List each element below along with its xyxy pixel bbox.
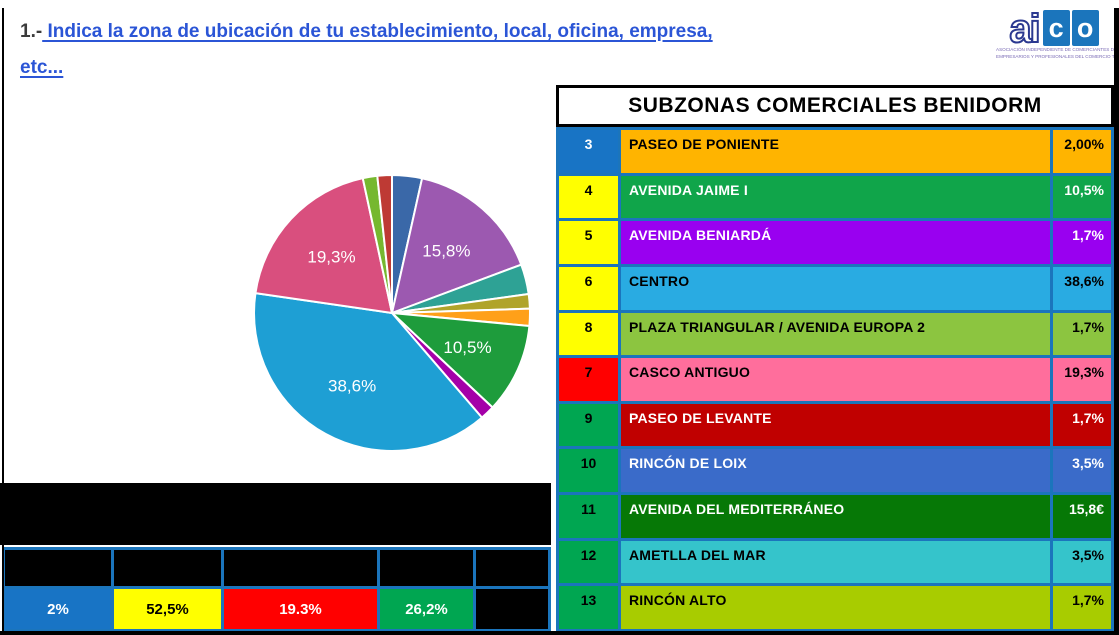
zone-number: 13	[559, 586, 618, 629]
pie-slice	[253, 292, 483, 452]
zone-row: 12 AMETLLA DEL MAR 3,5%	[559, 540, 1111, 584]
zone-name: AMETLLA DEL MAR	[621, 540, 1050, 584]
zone-name: CENTRO	[621, 266, 1050, 310]
zone-number: 12	[559, 540, 618, 584]
subzones-table: SUBZONAS COMERCIALES BENIDORM 3 PASEO DE …	[556, 85, 1114, 632]
aico-logo-mark: ai c o	[996, 6, 1112, 51]
summary-table: 2% 52,5% 19.3% 26,2%	[2, 547, 551, 632]
zone-name: PASEO DE LEVANTE	[621, 403, 1050, 447]
pie-slice-label: 19,3%	[307, 248, 355, 267]
aico-logo: ai c o ASOCIACIÓN INDEPENDIENTE DE COMER…	[996, 6, 1119, 60]
pie-slice	[254, 177, 393, 314]
redacted-block	[0, 483, 551, 545]
summary-header-cell	[224, 550, 377, 586]
zone-value: 19,3%	[1053, 358, 1111, 401]
zone-number: 5	[559, 221, 618, 264]
zone-name: PASEO DE PONIENTE	[621, 130, 1050, 173]
question-title-line1: 1.- Indica la zona de ubicación de tu es…	[20, 14, 713, 50]
zone-row: 4 AVENIDA JAIME I 10,5%	[559, 175, 1111, 219]
zone-number: 9	[559, 403, 618, 447]
question-number: 1.-	[20, 21, 43, 42]
summary-value-cell: 2%	[5, 589, 111, 629]
question-link-etc[interactable]: etc...	[20, 57, 64, 78]
zone-row: 9 PASEO DE LEVANTE 1,7%	[559, 403, 1111, 447]
zone-value: 3,5%	[1053, 540, 1111, 584]
zone-value: 1,7%	[1053, 586, 1111, 629]
pie-slice-label: 38,6%	[328, 377, 376, 396]
pie-slice-label: 10,5%	[443, 338, 491, 357]
pie-chart: 15,8% 10,5% 38,6% 19,3%	[253, 174, 531, 452]
zone-row: 5 AVENIDA BENIARDÁ 1,7%	[559, 221, 1111, 264]
zone-row: 6 CENTRO 38,6%	[559, 266, 1111, 310]
zone-value: 1,7%	[1053, 221, 1111, 264]
summary-header-cell	[5, 550, 111, 586]
zone-name: CASCO ANTIGUO	[621, 358, 1050, 401]
zone-value: 1,7%	[1053, 403, 1111, 447]
zone-number: 4	[559, 175, 618, 219]
page-border-bottom	[0, 631, 1119, 635]
pie-slice	[391, 312, 531, 409]
zone-number: 8	[559, 312, 618, 356]
zone-name: AVENIDA JAIME I	[621, 175, 1050, 219]
pie-slice-label: 15,8%	[422, 242, 470, 261]
logo-ai-text: ai	[1008, 7, 1041, 51]
zone-row: 8 PLAZA TRIANGULAR / AVENIDA EUROPA 2 1,7%	[559, 312, 1111, 356]
zone-value: 38,6%	[1053, 266, 1111, 310]
zone-name: PLAZA TRIANGULAR / AVENIDA EUROPA 2	[621, 312, 1050, 356]
page-border-right	[1114, 8, 1119, 635]
zone-row: 13 RINCÓN ALTO 1,7%	[559, 586, 1111, 629]
summary-value-cell	[476, 589, 548, 629]
question-link[interactable]: Indica la zona de ubicación de tu establ…	[42, 21, 713, 42]
zone-number: 10	[559, 449, 618, 493]
zone-number: 11	[559, 495, 618, 538]
zone-row: 11 AVENIDA DEL MEDITERRÁNEO 15,8€	[559, 495, 1111, 538]
pie-slice	[391, 177, 523, 314]
zone-value: 15,8€	[1053, 495, 1111, 538]
summary-value-cell: 19.3%	[224, 589, 377, 629]
page-border-left	[2, 8, 4, 635]
logo-c-letter: c	[1048, 12, 1064, 43]
logo-tagline-2: EMPRESARIOS Y PROFESIONALES DEL COMERCIO…	[996, 54, 1119, 60]
summary-value-cell: 26,2%	[380, 589, 473, 629]
zone-value: 1,7%	[1053, 312, 1111, 356]
zone-name: AVENIDA DEL MEDITERRÁNEO	[621, 495, 1050, 538]
zone-number: 6	[559, 266, 618, 310]
summary-header-cell	[380, 550, 473, 586]
question-title: 1.- Indica la zona de ubicación de tu es…	[20, 14, 713, 86]
summary-header-cell	[476, 550, 548, 586]
zone-value: 3,5%	[1053, 449, 1111, 493]
zone-number: 3	[559, 130, 618, 173]
summary-value-cell: 52,5%	[114, 589, 221, 629]
zone-name: RINCÓN ALTO	[621, 586, 1050, 629]
zone-row: 3 PASEO DE PONIENTE 2,00%	[559, 130, 1111, 173]
pie-slice	[376, 174, 393, 314]
logo-tagline-1: ASOCIACIÓN INDEPENDIENTE DE COMERCIANTES…	[996, 47, 1119, 52]
zone-name: AVENIDA BENIARDÁ	[621, 221, 1050, 264]
zone-value: 2,00%	[1053, 130, 1111, 173]
zone-row: 7 CASCO ANTIGUO 19,3%	[559, 358, 1111, 401]
zone-row: 10 RINCÓN DE LOIX 3,5%	[559, 449, 1111, 493]
subzones-table-title: SUBZONAS COMERCIALES BENIDORM	[556, 85, 1114, 127]
logo-o-box: o	[1071, 10, 1099, 46]
zone-name: RINCÓN DE LOIX	[621, 449, 1050, 493]
zone-value: 10,5%	[1053, 175, 1111, 219]
question-title-line2: etc...	[20, 50, 713, 86]
zone-number: 7	[559, 358, 618, 401]
logo-o-letter: o	[1076, 12, 1094, 43]
logo-c-box: c	[1042, 10, 1070, 46]
summary-header-cell	[114, 550, 221, 586]
